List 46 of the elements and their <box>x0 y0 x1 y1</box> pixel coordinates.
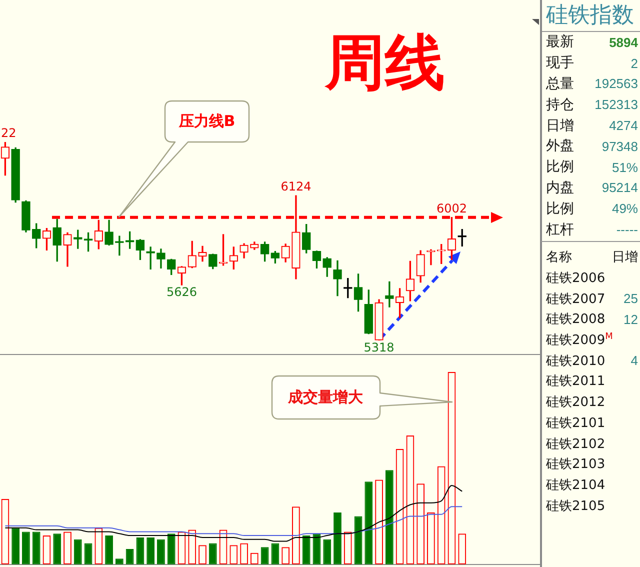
category-label: 杠杆 <box>546 220 574 239</box>
annotation: 6002 <box>436 202 468 216</box>
chart-title: 周线 <box>325 28 445 98</box>
annotation: 6124 <box>280 180 312 194</box>
text: 硅铁指数 <box>542 0 640 32</box>
category-label: 日增 <box>546 116 574 135</box>
text: 12 <box>624 312 638 327</box>
category-label: 硅铁2010 <box>546 352 606 370</box>
category-label: 硅铁2103 <box>546 456 606 474</box>
text: 97348 <box>602 138 638 154</box>
category-label: 比例 <box>546 200 574 218</box>
ref-line-label: 压力线B <box>178 111 236 132</box>
category-label: 总量 <box>546 74 574 93</box>
text: 25 <box>624 291 638 306</box>
text: 日增 <box>612 249 638 264</box>
category-label: 内盘 <box>546 178 574 197</box>
category-label: 硅铁2008 <box>546 311 606 328</box>
annotation: 5626 <box>166 285 198 300</box>
text: ----- <box>616 222 638 238</box>
category-label: 硅铁2012 <box>546 394 606 412</box>
category-label: 硅铁2007 <box>546 290 606 308</box>
text: 4 <box>630 353 638 368</box>
category-label: 硅铁2006 <box>546 270 606 288</box>
text: 192563 <box>594 76 638 92</box>
text: 49% <box>612 201 638 216</box>
category-label: 现手 <box>546 54 574 72</box>
annotation: 成交量增大 <box>286 387 364 408</box>
category-label: 硅铁2101 <box>546 414 606 432</box>
text: 2 <box>630 56 638 71</box>
text: 4274 <box>609 118 638 134</box>
category-label: 硅铁2102 <box>546 436 606 453</box>
text: 51% <box>612 160 638 175</box>
category-label: 硅铁2011 <box>546 373 606 390</box>
text: 152313 <box>594 97 638 112</box>
category-label: 名称 <box>546 249 572 266</box>
category-label: 硅铁2105 <box>546 498 606 515</box>
category-label: 硅铁2104 <box>546 476 606 494</box>
text: 5894 <box>609 34 638 50</box>
annotation: 22 <box>0 126 16 140</box>
annotation: 5318 <box>364 340 394 355</box>
category-label: 持仓 <box>546 96 574 114</box>
category-label: 比例 <box>546 158 574 176</box>
text: 95214 <box>602 180 638 196</box>
category-label: 最新 <box>546 33 574 52</box>
category-label: 硅铁2009$^{M}$ <box>546 331 613 350</box>
category-label: 外盘 <box>546 137 574 156</box>
